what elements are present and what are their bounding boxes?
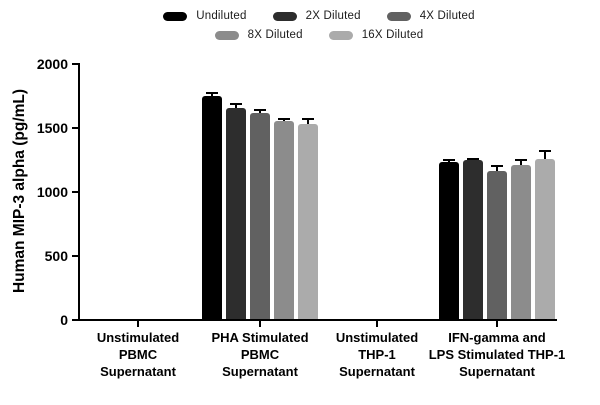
error-bar-cap — [206, 92, 218, 95]
x-axis-category-label: Unstimulated THP-1 Supernatant — [292, 329, 462, 380]
error-bar-line — [520, 160, 522, 166]
x-axis-category-line: PBMC — [118, 347, 158, 362]
error-bar-cap — [230, 102, 242, 105]
legend-item: 4X Diluted — [386, 10, 475, 22]
legend-label: 2X Diluted — [305, 10, 361, 22]
y-axis-line — [78, 63, 80, 321]
error-bar-line — [307, 118, 309, 125]
bar — [511, 165, 531, 319]
legend-item: 16X Diluted — [328, 29, 424, 41]
error-bar-cap — [539, 150, 551, 153]
legend-swatch — [163, 11, 188, 21]
x-tick — [376, 321, 378, 327]
x-axis-category-line: THP-1 — [358, 347, 396, 362]
y-tick — [72, 63, 78, 65]
x-tick — [137, 321, 139, 327]
bar — [226, 107, 246, 319]
legend-swatch — [214, 30, 239, 40]
legend-row: Undiluted 2X Diluted 4X Diluted — [19, 9, 600, 23]
bar — [535, 159, 555, 319]
error-bar-cap — [278, 118, 290, 121]
y-tick — [72, 191, 78, 193]
bar — [274, 120, 294, 319]
y-tick — [72, 127, 78, 129]
error-bar-cap — [467, 158, 479, 160]
legend-item: 8X Diluted — [214, 29, 303, 41]
legend-swatch — [328, 30, 353, 40]
bar — [250, 112, 270, 319]
x-tick — [259, 321, 261, 327]
legend-item: 2X Diluted — [272, 10, 361, 22]
legend-item: Undiluted — [163, 10, 246, 22]
bar — [487, 170, 507, 319]
x-axis-category-line: Unstimulated — [96, 330, 180, 345]
x-axis-category-line: Supernatant — [100, 364, 176, 379]
x-axis-category-line: LPS Stimulated THP-1 — [428, 347, 566, 362]
error-bar-line — [259, 109, 261, 113]
x-axis-line — [78, 319, 557, 321]
error-bar-line — [496, 166, 498, 171]
x-axis-category-line: PHA Stimulated — [211, 330, 309, 345]
bar — [439, 161, 459, 319]
legend-swatch — [386, 11, 411, 21]
y-tick-label: 0 — [60, 312, 68, 328]
error-bar-cap — [254, 108, 266, 111]
legend-row: 8X Diluted 16X Diluted — [19, 28, 600, 42]
legend-label: 4X Diluted — [419, 10, 475, 22]
x-axis-category-label: PHA Stimulated PBMC Supernatant — [175, 329, 345, 380]
bar — [463, 160, 483, 319]
y-tick — [72, 255, 78, 257]
error-bar-cap — [443, 159, 455, 162]
y-tick — [72, 319, 78, 321]
y-tick-label: 1000 — [36, 184, 68, 200]
legend-label: Undiluted — [196, 10, 247, 22]
x-axis-category-line: IFN-gamma and — [448, 330, 546, 345]
y-tick-label: 500 — [44, 248, 68, 264]
error-bar-cap — [302, 117, 314, 120]
error-bar-line — [544, 151, 546, 159]
y-tick-label: 2000 — [36, 56, 68, 72]
error-bar-line — [235, 103, 237, 108]
y-tick-label: 1500 — [36, 120, 68, 136]
error-bar-line — [211, 93, 213, 97]
error-bar-cap — [515, 159, 527, 162]
bar — [298, 124, 318, 319]
x-axis-category-line: Unstimulated — [335, 330, 419, 345]
x-axis-category-line: Supernatant — [339, 364, 415, 379]
legend-label: 8X Diluted — [247, 29, 303, 41]
legend-label: 16X Diluted — [361, 29, 424, 41]
x-axis-category-label: Unstimulated PBMC Supernatant — [53, 329, 223, 380]
x-axis-category-line: PBMC — [240, 347, 280, 362]
x-axis-category-line: Supernatant — [459, 364, 535, 379]
x-tick — [496, 321, 498, 327]
x-axis-category-line: Supernatant — [222, 364, 298, 379]
legend: Undiluted 2X Diluted 4X Diluted 8X Diluted… — [19, 9, 600, 47]
legend-swatch — [272, 11, 297, 21]
bar — [202, 96, 222, 319]
x-axis-category-label: IFN-gamma and LPS Stimulated THP-1 Superna… — [412, 329, 582, 380]
error-bar-cap — [491, 165, 503, 168]
